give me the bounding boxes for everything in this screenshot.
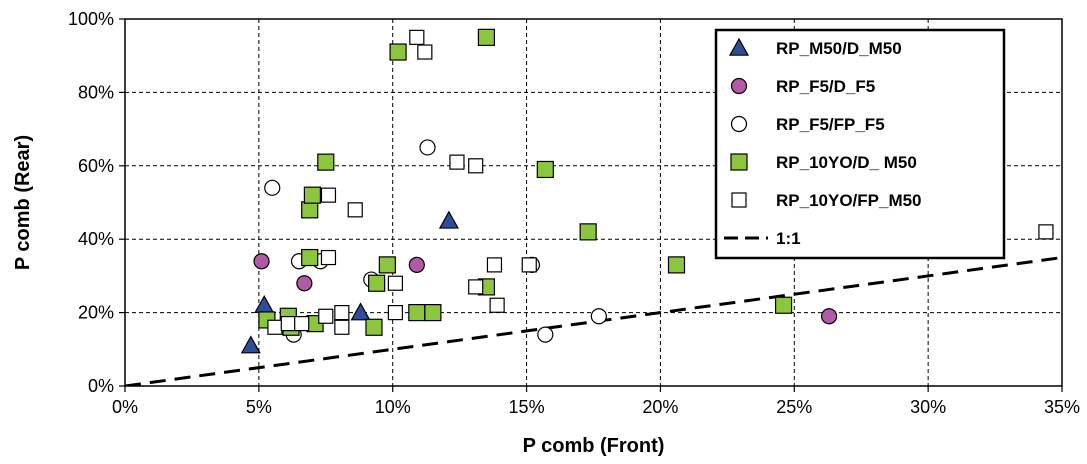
legend-label: RP_M50/D_M50 bbox=[776, 39, 902, 58]
y-tick-label: 0% bbox=[88, 376, 114, 396]
data-point bbox=[318, 308, 334, 324]
data-point bbox=[264, 179, 281, 196]
data-point bbox=[365, 318, 383, 336]
data-point bbox=[378, 256, 396, 274]
series-1 bbox=[240, 210, 459, 354]
data-point bbox=[253, 253, 270, 270]
legend-label: RP_10YO/FP_M50 bbox=[776, 191, 922, 210]
x-axis-title: P comb (Front) bbox=[523, 435, 665, 457]
data-point bbox=[774, 296, 793, 314]
data-point bbox=[389, 43, 407, 61]
data-point bbox=[449, 154, 465, 170]
data-point bbox=[417, 44, 433, 60]
data-point bbox=[579, 223, 597, 241]
data-point bbox=[334, 319, 350, 335]
legend-marker bbox=[731, 192, 747, 208]
x-tick-label: 10% bbox=[375, 397, 411, 417]
data-point bbox=[409, 29, 425, 45]
data-point bbox=[301, 201, 319, 219]
legend-label: 1:1 bbox=[776, 229, 801, 248]
x-tick-label: 25% bbox=[776, 397, 812, 417]
data-point bbox=[419, 139, 436, 156]
reference-line-layer bbox=[125, 256, 1062, 386]
x-axis-ticks: 0% 5% 10% 15% 20% 25% 30% 35% bbox=[112, 386, 1080, 417]
x-tick-label: 15% bbox=[509, 397, 545, 417]
data-point bbox=[267, 319, 283, 335]
legend-box bbox=[714, 28, 1006, 260]
data-point bbox=[280, 316, 296, 332]
data-points bbox=[240, 28, 1054, 354]
data-point bbox=[320, 249, 337, 266]
data-point bbox=[424, 304, 442, 322]
legend: RP_M50/D_M50 RP_F5/D_F5 RP_F5/FP_F5 RP_10YO… bbox=[714, 28, 1006, 260]
legend-marker bbox=[730, 115, 748, 133]
x-tick-label: 20% bbox=[642, 397, 678, 417]
data-point bbox=[468, 279, 484, 295]
data-point bbox=[296, 275, 313, 292]
legend-label: RP_10YO/D_ M50 bbox=[776, 153, 917, 172]
y-tick-label: 100% bbox=[68, 9, 114, 29]
data-point bbox=[667, 256, 686, 274]
y-tick-label: 60% bbox=[78, 156, 114, 176]
data-point bbox=[334, 305, 350, 321]
y-tick-label: 80% bbox=[78, 82, 114, 102]
one-to-one-line bbox=[125, 256, 1062, 386]
data-point bbox=[1038, 224, 1054, 240]
data-point bbox=[408, 256, 425, 273]
data-point bbox=[820, 308, 838, 325]
data-point bbox=[350, 302, 371, 321]
y-axis-title: P comb (Rear) bbox=[12, 135, 34, 270]
data-point bbox=[489, 297, 505, 313]
series-2 bbox=[253, 253, 838, 325]
legend-marker bbox=[730, 153, 748, 171]
legend-marker bbox=[728, 37, 750, 56]
data-point bbox=[387, 305, 403, 321]
legend-label: RP_F5/FP_F5 bbox=[776, 115, 885, 134]
y-axis-ticks: 0% 20% 40% 60% 80% 100% bbox=[68, 9, 125, 396]
data-point bbox=[347, 202, 363, 218]
data-point bbox=[521, 257, 537, 273]
data-point bbox=[320, 187, 337, 203]
plot-area-frame bbox=[124, 18, 1063, 387]
data-point bbox=[408, 304, 426, 322]
data-point bbox=[387, 275, 403, 291]
data-point bbox=[477, 28, 496, 46]
series-4 bbox=[258, 28, 793, 336]
y-tick-label: 20% bbox=[78, 303, 114, 323]
data-point bbox=[301, 248, 319, 267]
data-point bbox=[590, 308, 607, 325]
data-point bbox=[536, 160, 554, 179]
data-point bbox=[468, 158, 484, 174]
x-tick-label: 5% bbox=[246, 397, 272, 417]
data-point bbox=[303, 186, 321, 204]
data-point bbox=[486, 257, 503, 273]
data-point bbox=[537, 326, 554, 343]
data-point bbox=[254, 295, 275, 314]
series-5 bbox=[267, 29, 1054, 335]
data-point bbox=[368, 274, 386, 292]
legend-label: RP_F5/D_F5 bbox=[776, 77, 875, 96]
data-point bbox=[438, 210, 459, 229]
y-tick-label: 40% bbox=[78, 229, 114, 249]
data-point bbox=[240, 335, 261, 354]
x-tick-label: 35% bbox=[1044, 397, 1080, 417]
x-tick-label: 0% bbox=[112, 397, 138, 417]
data-point bbox=[317, 153, 335, 171]
legend-marker bbox=[730, 77, 748, 95]
data-point bbox=[294, 316, 310, 332]
x-tick-label: 30% bbox=[910, 397, 946, 417]
